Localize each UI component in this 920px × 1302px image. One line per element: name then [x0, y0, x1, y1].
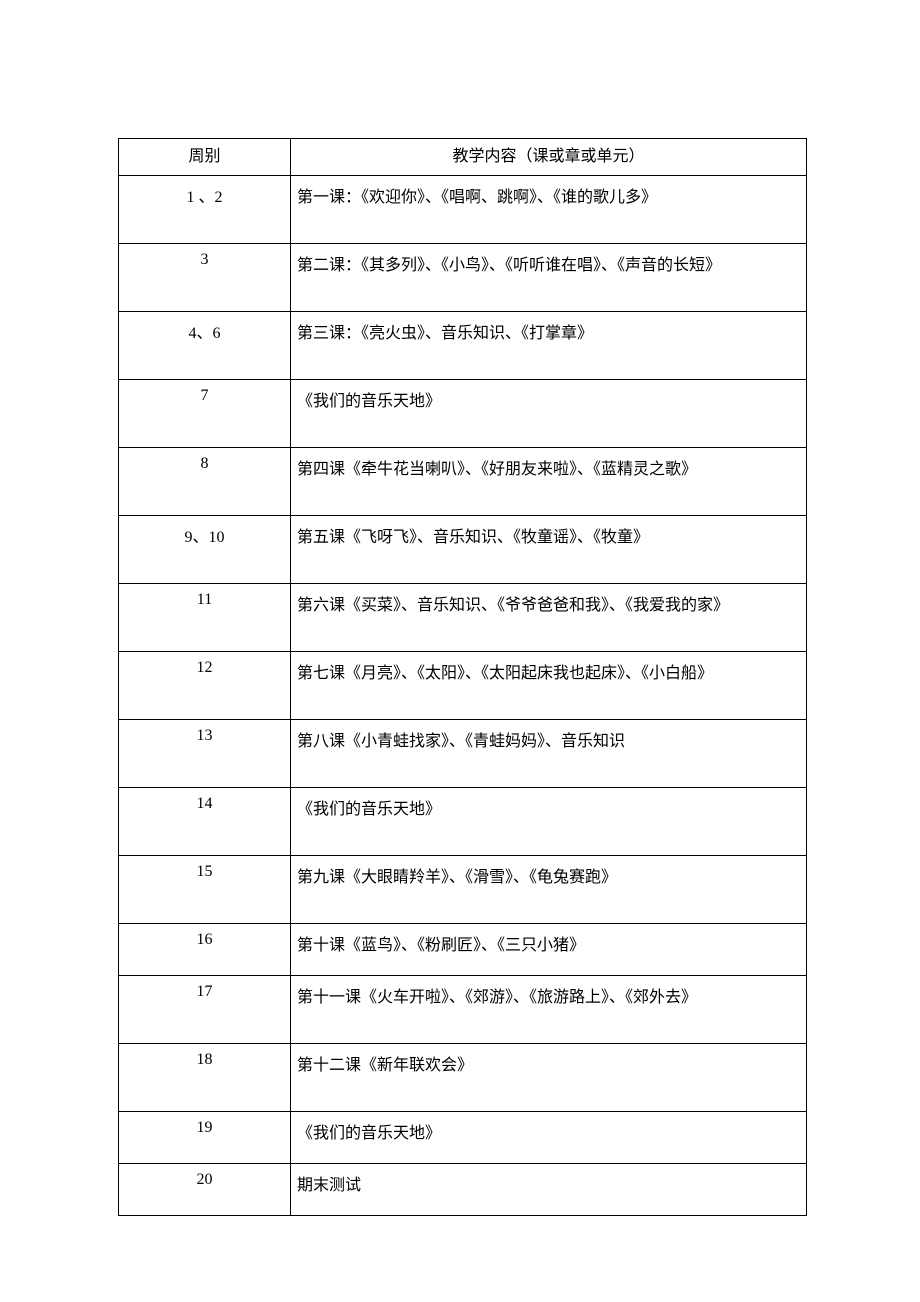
header-week: 周别 [119, 139, 291, 176]
table-row: 9、10第五课《飞呀飞》、音乐知识、《牧童谣》、《牧童》 [119, 516, 807, 584]
content-cell: 第三课：《亮火虫》、音乐知识、《打掌章》 [291, 312, 807, 380]
week-cell: 18 [119, 1044, 291, 1112]
table-row: 18第十二课《新年联欢会》 [119, 1044, 807, 1112]
content-cell: 第八课《小青蛙找家》、《青蛙妈妈》、音乐知识 [291, 720, 807, 788]
table-row: 3第二课：《其多列》、《小鸟》、《听听谁在唱》、《声音的长短》 [119, 244, 807, 312]
week-cell: 14 [119, 788, 291, 856]
table-row: 12第七课《月亮》、《太阳》、《太阳起床我也起床》、《小白船》 [119, 652, 807, 720]
table-row: 15第九课《大眼睛羚羊》、《滑雪》、《龟兔赛跑》 [119, 856, 807, 924]
week-cell: 12 [119, 652, 291, 720]
table-row: 7《我们的音乐天地》 [119, 380, 807, 448]
content-cell: 第九课《大眼睛羚羊》、《滑雪》、《龟兔赛跑》 [291, 856, 807, 924]
content-cell: 第六课《买菜》、音乐知识、《爷爷爸爸和我》、《我爱我的家》 [291, 584, 807, 652]
week-cell: 4、6 [119, 312, 291, 380]
week-cell: 15 [119, 856, 291, 924]
header-content: 教学内容（课或章或单元） [291, 139, 807, 176]
week-cell: 19 [119, 1112, 291, 1164]
content-cell: 期末测试 [291, 1164, 807, 1216]
table-row: 4、6第三课：《亮火虫》、音乐知识、《打掌章》 [119, 312, 807, 380]
week-cell: 3 [119, 244, 291, 312]
content-cell: 《我们的音乐天地》 [291, 788, 807, 856]
table-row: 19《我们的音乐天地》 [119, 1112, 807, 1164]
week-cell: 8 [119, 448, 291, 516]
table-row: 16第十课《蓝鸟》、《粉刷匠》、《三只小猪》 [119, 924, 807, 976]
week-cell: 9、10 [119, 516, 291, 584]
table-row: 13第八课《小青蛙找家》、《青蛙妈妈》、音乐知识 [119, 720, 807, 788]
content-cell: 第十二课《新年联欢会》 [291, 1044, 807, 1112]
content-cell: 第十一课《火车开啦》、《郊游》、《旅游路上》、《郊外去》 [291, 976, 807, 1044]
table-header-row: 周别 教学内容（课或章或单元） [119, 139, 807, 176]
table-row: 1 、2第一课：《欢迎你》、《唱啊、跳啊》、《谁的歌儿多》 [119, 176, 807, 244]
week-cell: 13 [119, 720, 291, 788]
schedule-table: 周别 教学内容（课或章或单元） 1 、2第一课：《欢迎你》、《唱啊、跳啊》、《谁… [118, 138, 807, 1216]
content-cell: 第二课：《其多列》、《小鸟》、《听听谁在唱》、《声音的长短》 [291, 244, 807, 312]
content-cell: 《我们的音乐天地》 [291, 380, 807, 448]
week-cell: 7 [119, 380, 291, 448]
content-cell: 第七课《月亮》、《太阳》、《太阳起床我也起床》、《小白船》 [291, 652, 807, 720]
week-cell: 11 [119, 584, 291, 652]
table-row: 14《我们的音乐天地》 [119, 788, 807, 856]
table-row: 17第十一课《火车开啦》、《郊游》、《旅游路上》、《郊外去》 [119, 976, 807, 1044]
week-cell: 1 、2 [119, 176, 291, 244]
table-row: 20期末测试 [119, 1164, 807, 1216]
content-cell: 第五课《飞呀飞》、音乐知识、《牧童谣》、《牧童》 [291, 516, 807, 584]
week-cell: 17 [119, 976, 291, 1044]
content-cell: 第十课《蓝鸟》、《粉刷匠》、《三只小猪》 [291, 924, 807, 976]
content-cell: 第四课《牵牛花当喇叭》、《好朋友来啦》、《蓝精灵之歌》 [291, 448, 807, 516]
week-cell: 16 [119, 924, 291, 976]
week-cell: 20 [119, 1164, 291, 1216]
content-cell: 《我们的音乐天地》 [291, 1112, 807, 1164]
table-row: 11第六课《买菜》、音乐知识、《爷爷爸爸和我》、《我爱我的家》 [119, 584, 807, 652]
document-page: 周别 教学内容（课或章或单元） 1 、2第一课：《欢迎你》、《唱啊、跳啊》、《谁… [0, 0, 920, 1302]
table-row: 8第四课《牵牛花当喇叭》、《好朋友来啦》、《蓝精灵之歌》 [119, 448, 807, 516]
content-cell: 第一课：《欢迎你》、《唱啊、跳啊》、《谁的歌儿多》 [291, 176, 807, 244]
